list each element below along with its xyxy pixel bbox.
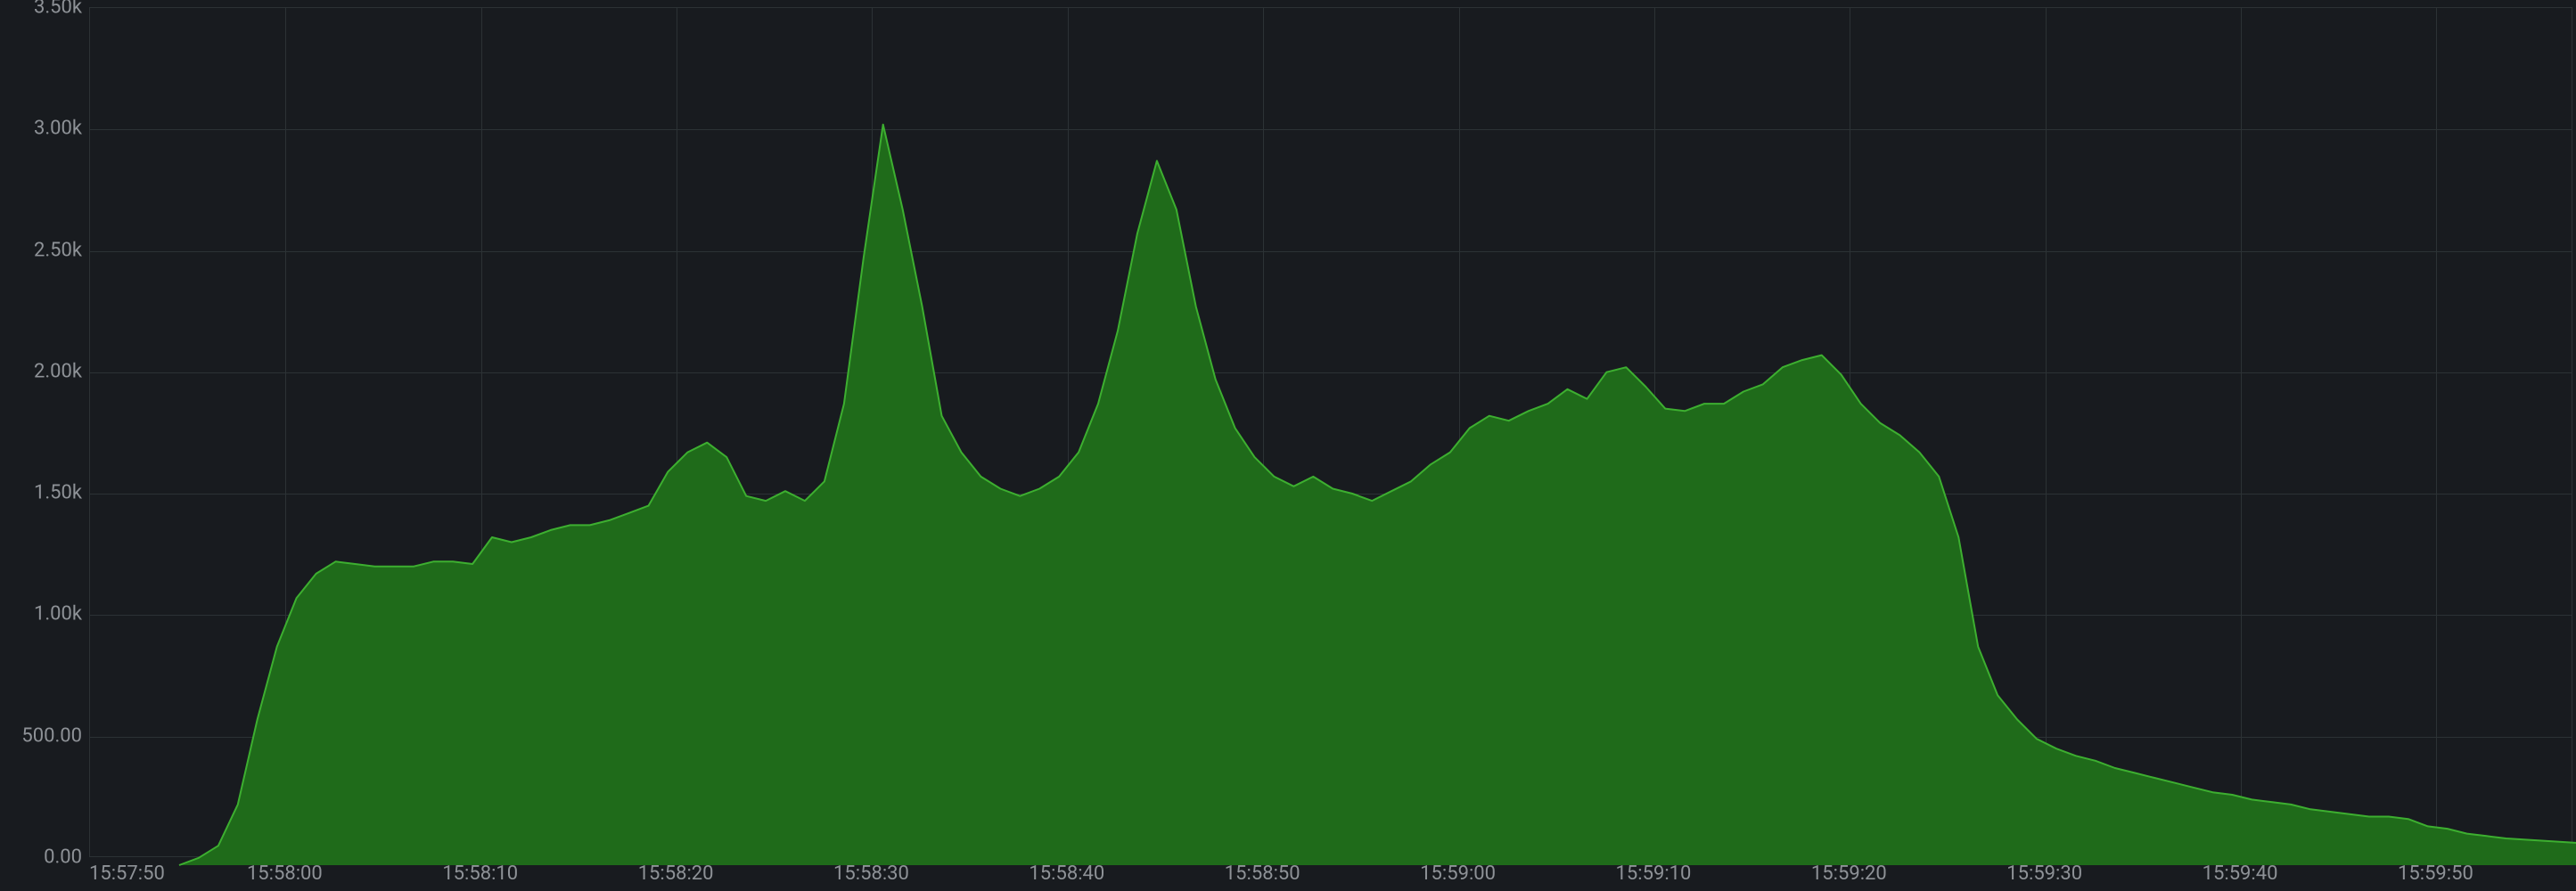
x-axis-tick-label: 15:59:40: [2203, 862, 2278, 885]
chart-series: [179, 15, 2576, 865]
x-axis-tick-label: 15:58:10: [442, 862, 518, 885]
x-axis-tick-label: 15:58:00: [247, 862, 323, 885]
x-axis-tick-label: 15:59:00: [1420, 862, 1496, 885]
series-area: [179, 125, 2576, 865]
y-axis-tick-label: 2.00k: [34, 360, 82, 382]
y-axis-tick-label: 500.00: [21, 724, 82, 747]
y-axis-tick-label: 3.50k: [34, 0, 82, 19]
y-axis-tick-label: 2.50k: [34, 239, 82, 261]
x-axis-tick-label: 15:58:40: [1029, 862, 1104, 885]
x-axis-tick-label: 15:59:50: [2398, 862, 2473, 885]
y-axis-tick-label: 1.00k: [34, 603, 82, 625]
x-axis-tick-label: 15:59:30: [2006, 862, 2082, 885]
x-axis-tick-label: 15:58:30: [833, 862, 909, 885]
x-axis-tick-label: 15:58:50: [1225, 862, 1300, 885]
x-axis-tick-label: 15:59:20: [1811, 862, 1887, 885]
x-axis-tick-label: 15:57:50: [89, 862, 165, 885]
x-axis-tick-label: 15:59:10: [1616, 862, 1692, 885]
timeseries-panel[interactable]: 0.00 500.00 1.00k 1.50k 2.00k 2.50k 3.00k 3.50k…: [0, 0, 2576, 891]
plot-area[interactable]: [89, 7, 2572, 857]
y-axis-tick-label: 1.50k: [34, 482, 82, 504]
y-axis-tick-label: 0.00: [44, 846, 82, 869]
y-axis-tick-label: 3.00k: [34, 118, 82, 140]
x-axis-tick-label: 15:58:20: [638, 862, 714, 885]
